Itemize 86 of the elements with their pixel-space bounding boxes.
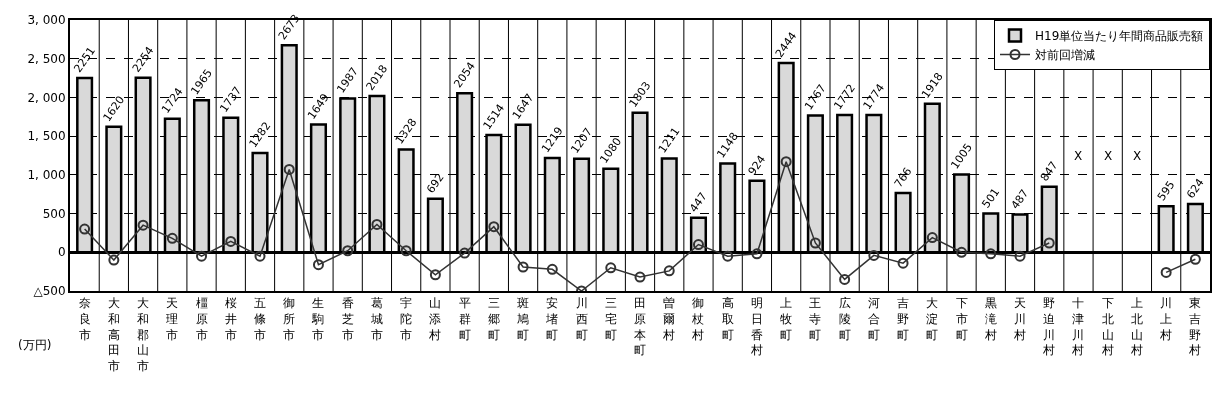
point [488,221,500,233]
x-tick-label: 桜井市 [224,296,237,342]
x-tick-label: 三郷町 [487,296,500,342]
x-tick-label: 香芝市 [341,296,354,342]
x-tick-label: 安堵町 [545,296,559,342]
point [196,250,208,262]
point [312,259,324,271]
y-tick-label: 500 [42,206,66,221]
point [839,273,851,285]
x-tick-label: 野迫川村 [1042,296,1056,358]
y-tick-label: 3, 000 [27,13,66,28]
x-tick-label: 黒滝村 [983,296,997,342]
point [283,163,295,175]
point [429,269,441,281]
point [459,247,471,259]
x-tick-label: 生駒市 [311,296,325,342]
point [225,235,237,247]
x-tick-label: 三宅町 [604,296,617,342]
x-tick-label: 川西町 [575,296,588,342]
point [1014,250,1026,262]
point [897,257,909,269]
point [809,237,821,249]
x-tick-label: 吉野町 [897,296,910,342]
x-tick-label: 御所市 [283,296,296,342]
x-tick-label: 宇陀市 [400,296,413,342]
y-tick-label: 2, 000 [27,90,66,105]
x-tick-label: 広陵町 [838,296,851,342]
x-tick-label: 下市町 [955,296,968,342]
annotation: X [1074,149,1083,163]
x-tick-label: 大淀町 [926,296,939,342]
x-tick-label: 大和高田市 [107,296,120,373]
point [985,248,997,260]
point [751,248,763,260]
x-tick-label: 山添村 [428,296,442,342]
x-tick-label: 十津川村 [1071,296,1085,358]
x-tick-label: 王寺町 [809,296,822,342]
point [722,250,734,262]
point [342,245,354,257]
y-tick-label: △500 [33,284,66,299]
point [692,239,704,251]
point [400,245,412,257]
point [926,232,938,244]
x-tick-label: 上牧町 [780,296,793,342]
x-tick-label: 天川村 [1013,296,1026,342]
x-tick-label: 上北山村 [1129,296,1143,358]
x-tick-label: 田原本町 [634,296,646,358]
point [1043,237,1055,249]
x-tick-label: 高取町 [721,296,734,342]
point [108,254,120,266]
x-tick-label: 下北山村 [1100,296,1114,358]
annotation: X [1104,149,1113,163]
point [663,265,675,277]
x-tick-label: 御杖村 [691,296,705,342]
y-tick-label: 1, 000 [27,168,66,183]
x-tick-label: 奈良市 [78,296,91,342]
point [79,223,91,235]
x-tick-label: 河合町 [867,296,880,342]
point [137,219,149,231]
point [254,250,266,262]
y-axis-title: (万円) [18,338,52,352]
x-tick-label: 大和郡山市 [137,296,150,373]
x-tick-label: 明日香村 [749,296,763,358]
x-tick-label: 斑鳩町 [517,296,530,342]
point [546,263,558,275]
x-tick-label: 川上村 [1159,296,1173,342]
legend-label: 対前回増減 [1035,48,1095,63]
y-tick-label: 0 [57,245,66,260]
y-tick-label: 2, 500 [27,51,66,66]
x-tick-label: 葛城市 [369,296,383,342]
point [605,262,617,274]
x-tick-label: 平群町 [458,296,471,342]
x-tick-label: 橿原市 [195,296,208,342]
y-tick-label: 1, 500 [27,129,66,144]
point [517,261,529,273]
annotation: X [1133,149,1142,163]
point [166,232,178,244]
point [868,249,880,261]
x-tick-label: 東吉野村 [1188,296,1202,358]
point [956,246,968,258]
point [371,218,383,230]
legend-label: H19単位当たり年間商品販売額 [1035,29,1204,44]
x-tick-label: 天理市 [166,296,179,342]
point [780,156,792,168]
x-tick-label: 曽爾村 [662,296,676,342]
point [634,271,646,283]
x-tick-label: 五條市 [254,296,266,342]
